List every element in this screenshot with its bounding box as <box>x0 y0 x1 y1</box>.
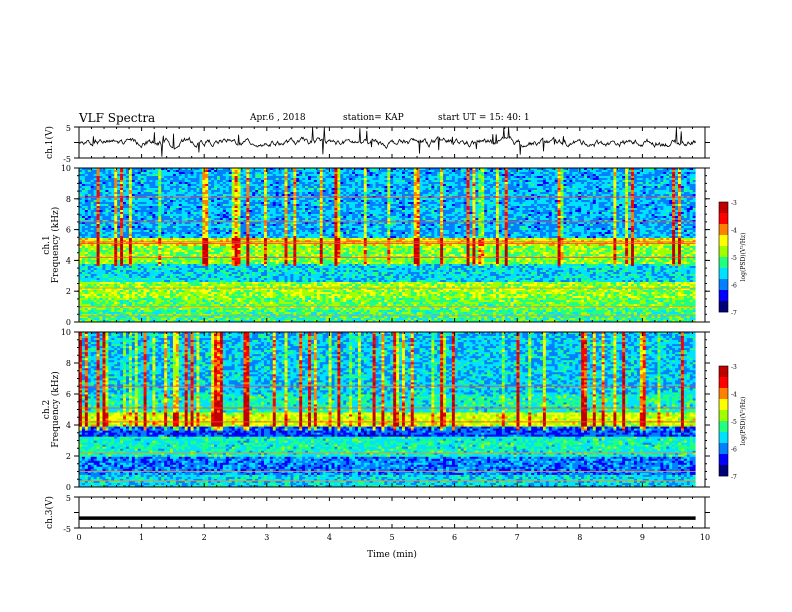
ch1-spectrogram-cells <box>79 168 705 322</box>
vlf-figure: 5-5ch.1(V)5-5ch.3(V)02468100246810ch.1 Fr… <box>0 0 792 612</box>
